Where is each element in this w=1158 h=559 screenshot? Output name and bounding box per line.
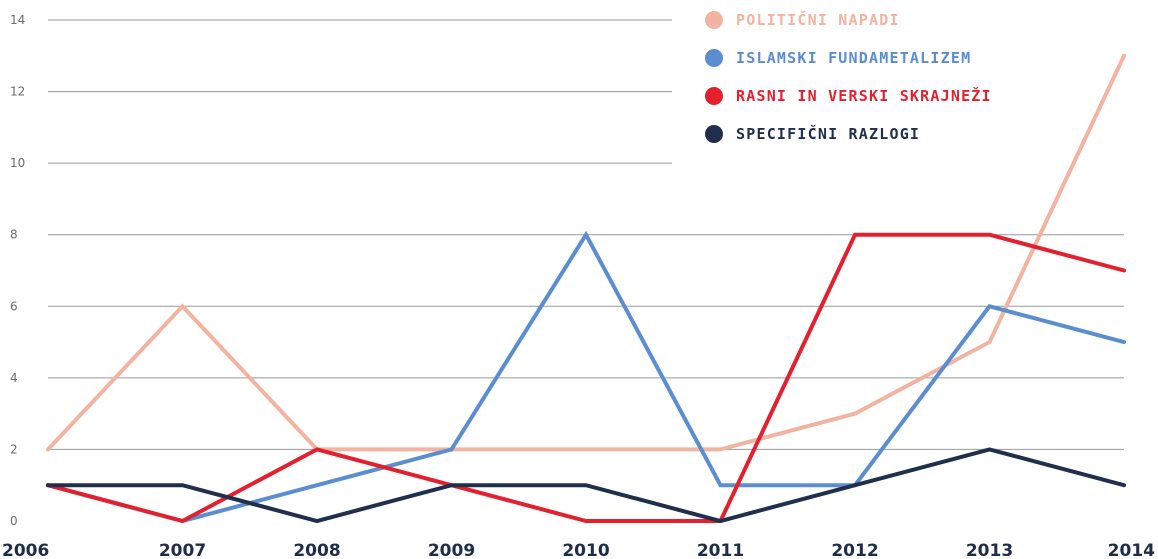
y-tick-label: 14 [10,13,25,27]
series-line-2 [46,230,1126,524]
y-tick-label: 6 [10,299,18,313]
legend-item: ISLAMSKI FUNDAMETALIZEM [705,49,971,67]
legend-item: RASNI IN VERSKI SKRAJNEŽI [705,86,992,105]
x-tick-label: 2008 [293,541,340,559]
legend-marker [705,49,723,67]
y-tick-label: 12 [10,85,25,99]
y-tick-label: 8 [10,228,18,242]
legend-marker [705,11,723,29]
legend: POLITIČNI NAPADI ISLAMSKI FUNDAMETALIZEM R… [705,10,992,143]
x-tick-label: 2013 [966,541,1013,559]
y-axis-tick-labels: 0 2 4 6 8 10 12 14 [10,13,25,528]
y-tick-label: 4 [10,371,18,385]
y-tick-label: 2 [10,442,18,456]
legend-item: POLITIČNI NAPADI [705,10,900,29]
series-line-1 [46,53,1126,452]
x-axis-tick-labels: 2006 2007 2008 2009 2010 2011 2012 2013 2014 [2,541,1155,559]
y-tick-label: 0 [10,514,18,528]
series-line-4 [46,447,1126,524]
grid-lines [48,19,1124,450]
legend-marker [705,87,723,105]
x-tick-label: 2012 [831,541,878,559]
legend-label: SPECIFIČNI RAZLOGI [736,124,920,143]
legend-label: POLITIČNI NAPADI [736,10,900,29]
x-tick-label: 2010 [562,541,609,559]
legend-marker [705,125,723,143]
y-tick-label: 10 [10,156,25,170]
legend-label: RASNI IN VERSKI SKRAJNEŽI [736,86,992,105]
legend-label: ISLAMSKI FUNDAMETALIZEM [736,49,971,67]
x-tick-label: 2006 [2,541,49,559]
series-lines [46,53,1126,524]
x-tick-label: 2009 [428,541,475,559]
x-tick-label: 2011 [697,541,744,559]
x-tick-label: 2007 [159,541,206,559]
legend-item: SPECIFIČNI RAZLOGI [705,124,920,143]
x-tick-label: 2014 [1108,541,1155,559]
